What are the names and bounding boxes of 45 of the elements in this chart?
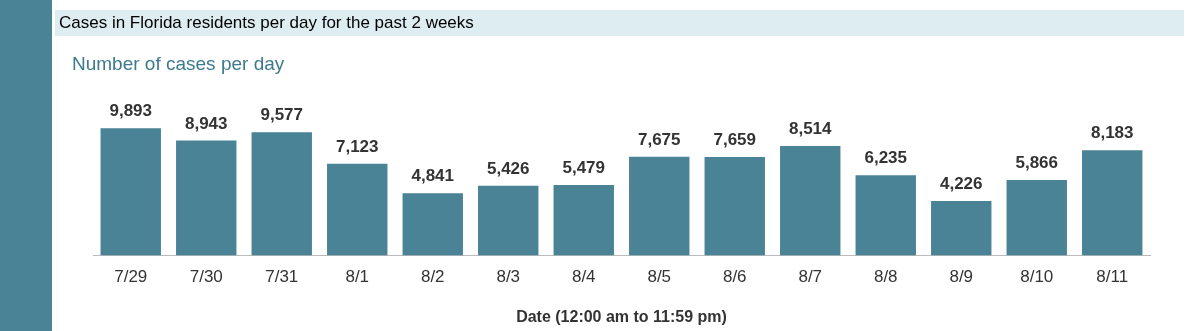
bar xyxy=(931,201,992,256)
bar xyxy=(704,156,765,256)
x-tick-label: 8/11 xyxy=(1096,267,1129,287)
data-label: 8,183 xyxy=(1090,123,1134,143)
x-tick-label: 7/31 xyxy=(265,267,299,287)
data-label: 5,479 xyxy=(562,158,606,178)
bar xyxy=(402,193,463,256)
chart-title: Cases in Florida residents per day for the past 2 weeks xyxy=(55,10,1184,36)
x-tick-label: 8/2 xyxy=(420,267,445,287)
x-tick-label: 8/4 xyxy=(571,267,596,287)
data-label: 6,235 xyxy=(864,148,908,168)
data-label: 5,426 xyxy=(486,158,530,178)
bar xyxy=(478,185,539,256)
x-tick-label: 7/30 xyxy=(189,267,223,287)
data-label: 8,943 xyxy=(184,113,228,133)
bar xyxy=(855,175,916,256)
bar xyxy=(629,156,690,256)
bar xyxy=(780,145,841,256)
bar xyxy=(100,128,161,256)
data-label: 9,577 xyxy=(260,105,304,125)
data-label: 7,675 xyxy=(637,129,681,149)
bar xyxy=(1082,150,1143,256)
bar xyxy=(176,140,237,256)
data-label: 4,841 xyxy=(411,166,455,186)
data-label: 5,866 xyxy=(1015,153,1059,173)
data-label: 8,514 xyxy=(788,119,833,139)
x-tick-label: 8/3 xyxy=(496,267,521,287)
bar xyxy=(553,184,614,256)
x-tick-label: 8/6 xyxy=(722,267,747,287)
x-tick-label: 8/10 xyxy=(1020,267,1054,287)
bar xyxy=(251,132,312,256)
data-label: 7,123 xyxy=(335,137,379,157)
bar xyxy=(1006,180,1067,256)
x-tick-label: 8/7 xyxy=(798,267,823,287)
x-tick-label: 8/5 xyxy=(647,267,672,287)
x-tick-label: 8/1 xyxy=(345,267,370,287)
x-tick-label: 7/29 xyxy=(114,267,148,287)
x-tick-label: 8/9 xyxy=(949,267,974,287)
data-label: 4,226 xyxy=(939,174,983,194)
x-tick-label: 8/8 xyxy=(873,267,898,287)
data-label: 7,659 xyxy=(713,130,757,150)
data-label: 9,893 xyxy=(109,101,153,121)
x-axis-title: Date (12:00 am to 11:59 pm) xyxy=(516,307,727,325)
bar xyxy=(327,163,388,256)
chart-subtitle: Number of cases per day xyxy=(72,53,285,75)
